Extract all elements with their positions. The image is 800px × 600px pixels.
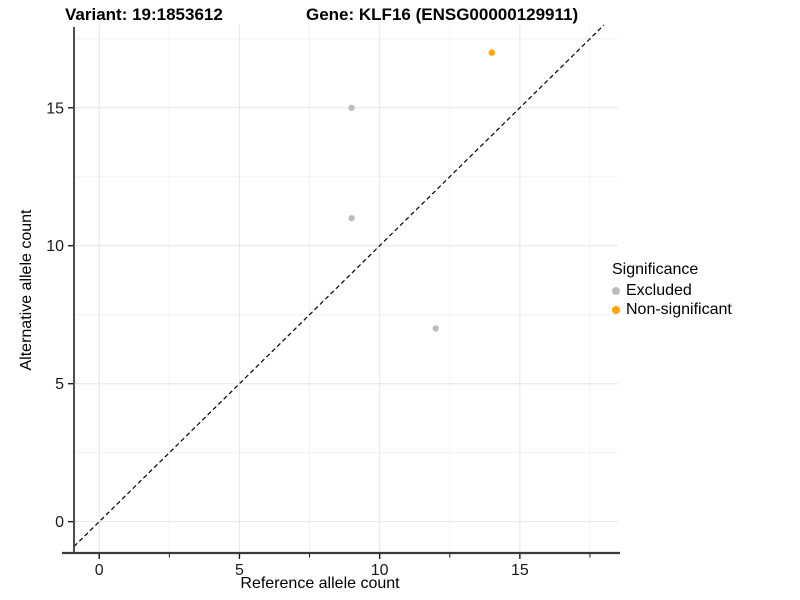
data-point-excluded (432, 325, 439, 332)
y-tick-label: 10 (46, 238, 64, 255)
x-tick-label: 15 (511, 562, 529, 579)
x-tick-label: 0 (95, 562, 104, 579)
identity-reference-line (73, 24, 605, 547)
data-point-non-significant (488, 49, 496, 56)
legend: Significance Excluded Non-significant (612, 260, 732, 319)
variant-title: Variant: 19:1853612 (65, 5, 223, 24)
non-significant-swatch-icon (612, 305, 620, 314)
data-point-excluded (348, 214, 355, 222)
legend-item-excluded: Excluded (612, 281, 732, 300)
x-tick-label: 5 (235, 562, 244, 579)
legend-item-label: Non-significant (626, 301, 732, 318)
x-tick-label: 10 (371, 562, 389, 579)
excluded-swatch-icon (612, 286, 620, 295)
y-axis-title: Alternative allele count (18, 209, 35, 371)
data-point-excluded (348, 104, 355, 111)
legend-item-label: Excluded (626, 282, 692, 299)
legend-item-non-significant: Non-significant (612, 300, 732, 319)
gene-title: Gene: KLF16 (ENSG00000129911) (306, 5, 579, 24)
y-tick-label: 0 (55, 514, 64, 531)
legend-title: Significance (612, 261, 699, 278)
y-tick-label: 15 (46, 100, 64, 117)
x-axis-title: Reference allele count (240, 575, 400, 592)
y-tick-label: 5 (55, 376, 64, 393)
